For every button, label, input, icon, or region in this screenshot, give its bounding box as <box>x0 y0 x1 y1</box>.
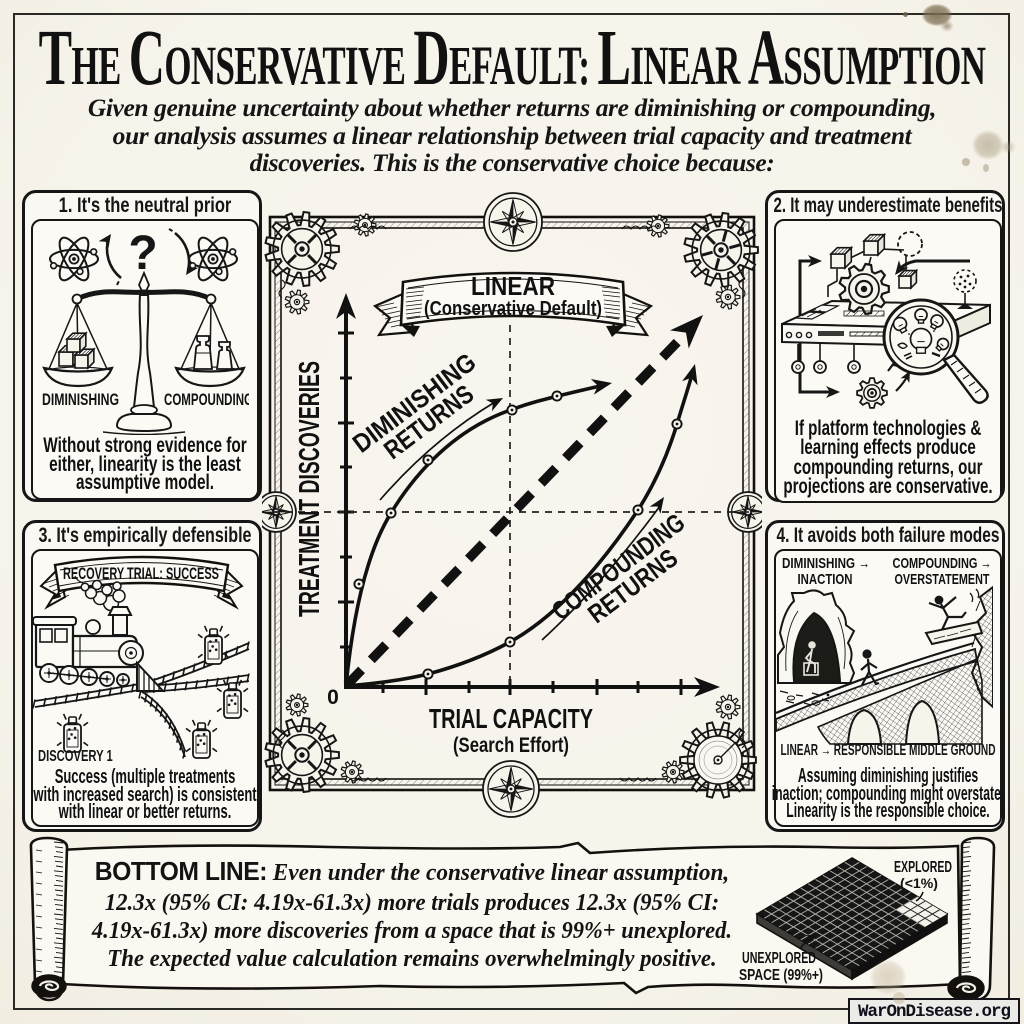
svg-text:TRIAL CAPACITY: TRIAL CAPACITY <box>429 703 593 734</box>
svg-text:?: ? <box>128 227 157 280</box>
svg-text:(Search Effort): (Search Effort) <box>453 734 569 757</box>
svg-text:INACTION: INACTION <box>798 571 853 588</box>
svg-text:0: 0 <box>327 686 339 709</box>
svg-text:DIMINISHING →: DIMINISHING → <box>782 555 870 572</box>
svg-text:SPACE (99%+): SPACE (99%+) <box>739 967 823 984</box>
svg-text:OVERSTATEMENT: OVERSTATEMENT <box>895 571 990 588</box>
svg-text:TREATMENT DISCOVERIES: TREATMENT DISCOVERIES <box>294 361 326 617</box>
svg-text:EXPLORED: EXPLORED <box>894 859 952 876</box>
svg-text:COMPOUNDING →: COMPOUNDING → <box>893 555 992 572</box>
svg-text:DIMINISHING: DIMINISHING <box>42 390 119 409</box>
svg-text:UNEXPLORED: UNEXPLORED <box>742 950 816 967</box>
svg-text:RECOVERY TRIAL: SUCCESS: RECOVERY TRIAL: SUCCESS <box>63 565 219 583</box>
svg-text:(Conservative Default): (Conservative Default) <box>424 298 602 320</box>
svg-text:COMPOUNDING: COMPOUNDING <box>164 390 249 409</box>
svg-text:LINEAR: LINEAR <box>471 271 555 301</box>
svg-text:(<1%): (<1%) <box>900 875 938 891</box>
